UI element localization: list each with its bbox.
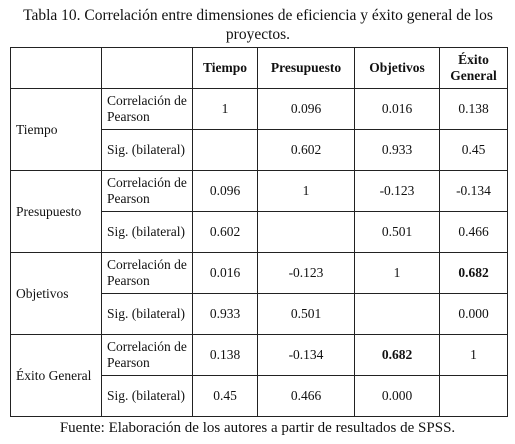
column-header: Éxito General <box>439 47 508 89</box>
table-cell: 0.45 <box>192 375 258 417</box>
table-cell: 0.466 <box>439 211 508 253</box>
table-cell: 0.682 <box>354 334 440 376</box>
source-note: Fuente: Elaboración de los autores a par… <box>59 420 456 436</box>
table-cell <box>257 211 355 253</box>
row-group-label: Tiempo <box>10 88 102 171</box>
table-cell <box>192 129 258 171</box>
table-row: Objetivos Correlación de Pearson 0.016 -0.1… <box>10 252 508 335</box>
table-cell: 1 <box>192 88 258 130</box>
empty-header <box>10 47 102 89</box>
table-row: Sig. (bilateral) 0.933 0.501 0.000 <box>11 293 508 335</box>
stat-label: Sig. (bilateral) <box>101 211 193 253</box>
table-row: Presupuesto Correlación de Pearson 0.096 1-… <box>10 170 508 253</box>
stat-label: Sig. (bilateral) <box>101 129 193 171</box>
table-cell: 0.682 <box>439 252 508 294</box>
table-cell: 0.138 <box>192 334 258 376</box>
table-row: Sig. (bilateral) 0.45 0.466 0.000 <box>11 375 508 417</box>
table-cell: 0.501 <box>257 293 355 335</box>
table-cell: 1 <box>257 170 355 212</box>
table-row: Éxito General Correlación de Pearson 0.138… <box>10 334 508 417</box>
table-cell: 0.000 <box>354 375 440 417</box>
table-cell: 0.501 <box>354 211 440 253</box>
column-header: Objetivos <box>354 47 440 89</box>
stat-label: Sig. (bilateral) <box>101 375 193 417</box>
correlation-table: Tiempo Presupuesto Objetivos Éxito General … <box>10 47 508 417</box>
table-cell: 0.933 <box>354 129 440 171</box>
table-cell: -0.123 <box>257 252 355 294</box>
table-cell: 1 <box>354 252 440 294</box>
table-cell: 0.016 <box>192 252 258 294</box>
table-cell: 0.933 <box>192 293 258 335</box>
table-row: Sig. (bilateral) 0.602 0.501 0.466 <box>11 211 508 253</box>
row-group-label: Éxito General <box>10 334 102 417</box>
table-cell: 0.45 <box>439 129 508 171</box>
column-header: Tiempo <box>192 47 258 89</box>
stat-label: Sig. (bilateral) <box>101 293 193 335</box>
column-header: Presupuesto <box>257 47 355 89</box>
row-group-label: Objetivos <box>10 252 102 335</box>
table-cell: -0.123 <box>354 170 440 212</box>
table-cell: 0.602 <box>192 211 258 253</box>
table-cell: 0.096 <box>257 88 355 130</box>
table-body: Tiempo Correlación de Pearson 1 0.096 0.016 0… <box>10 88 508 417</box>
table-cell: 0.096 <box>192 170 258 212</box>
row-group-label: Presupuesto <box>10 170 102 253</box>
stat-label: Correlación de Pearson <box>101 334 193 376</box>
stat-label: Correlación de Pearson <box>101 170 193 212</box>
table-cell <box>354 293 440 335</box>
table-cell: -0.134 <box>439 170 508 212</box>
table-cell: 1 <box>439 334 508 376</box>
table-cell <box>439 375 508 417</box>
table-cell: 0.000 <box>439 293 508 335</box>
table-cell: 0.466 <box>257 375 355 417</box>
header-row: Tiempo Presupuesto Objetivos Éxito General <box>10 47 508 89</box>
table-cell: 0.138 <box>439 88 508 130</box>
table-cell: 0.602 <box>257 129 355 171</box>
stat-label: Correlación de Pearson <box>101 88 193 130</box>
empty-header <box>101 47 193 89</box>
table-row: Tiempo Correlación de Pearson 1 0.096 0.016 0… <box>10 88 508 171</box>
table-cell: 0.016 <box>354 88 440 130</box>
table-title: Tabla 10. Correlación entre dimensiones … <box>23 7 493 43</box>
stat-label: Correlación de Pearson <box>101 252 193 294</box>
table-cell: -0.134 <box>257 334 355 376</box>
